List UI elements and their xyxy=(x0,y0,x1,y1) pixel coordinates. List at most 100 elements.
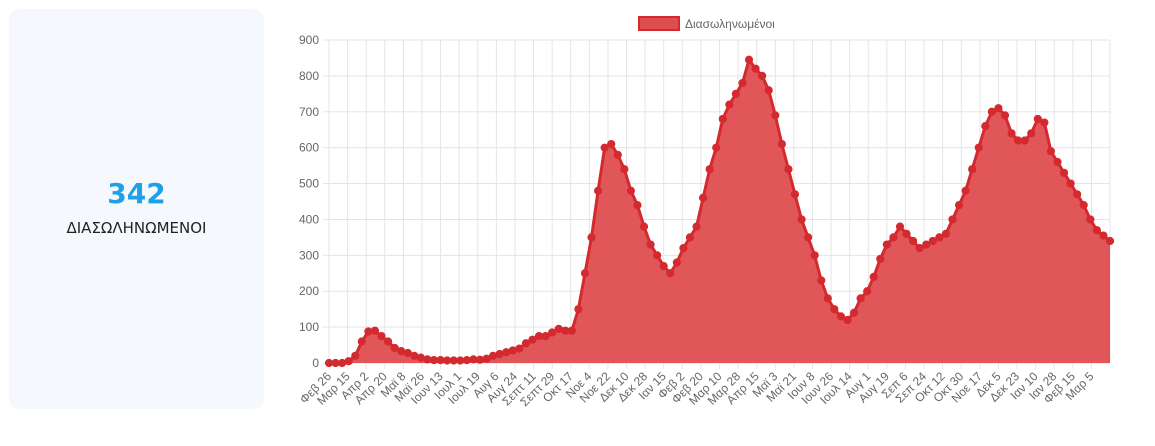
y-tick-label: 0 xyxy=(312,356,319,370)
data-point xyxy=(541,331,550,341)
data-point xyxy=(941,229,951,238)
data-point xyxy=(639,222,649,231)
data-point xyxy=(758,71,767,80)
data-point xyxy=(1007,129,1016,138)
y-tick-label: 400 xyxy=(299,212,319,226)
data-point xyxy=(554,324,563,334)
data-point xyxy=(738,78,747,88)
data-point xyxy=(666,269,675,278)
data-point xyxy=(567,326,576,335)
data-point xyxy=(633,200,642,210)
data-point xyxy=(357,337,366,346)
data-point xyxy=(679,244,688,253)
y-tick-label: 600 xyxy=(299,141,319,155)
data-point xyxy=(961,186,970,195)
data-point xyxy=(1099,231,1108,240)
data-point xyxy=(836,312,846,321)
y-tick-label: 300 xyxy=(299,248,319,262)
y-tick-label: 800 xyxy=(299,69,319,83)
data-point xyxy=(882,240,891,249)
data-point xyxy=(521,339,530,348)
data-point xyxy=(823,294,832,303)
data-point xyxy=(928,236,937,246)
data-point xyxy=(383,337,393,346)
data-point xyxy=(495,349,504,359)
data-point xyxy=(968,165,977,174)
data-point xyxy=(613,150,622,159)
data-point xyxy=(935,233,944,242)
data-point xyxy=(1092,226,1101,235)
data-point xyxy=(817,276,826,285)
data-point xyxy=(1073,190,1082,199)
data-point xyxy=(528,335,537,344)
data-point xyxy=(902,229,911,238)
data-point xyxy=(856,294,865,303)
data-point xyxy=(646,240,655,249)
data-point xyxy=(725,100,734,109)
legend-swatch xyxy=(638,16,680,31)
data-point xyxy=(502,348,511,357)
y-tick-label: 200 xyxy=(299,284,319,298)
data-point xyxy=(626,186,635,195)
data-point xyxy=(1000,111,1010,120)
data-point xyxy=(508,346,517,355)
data-point xyxy=(981,122,990,131)
data-point xyxy=(790,190,800,199)
data-point xyxy=(620,165,629,174)
data-point xyxy=(338,358,347,368)
data-point xyxy=(403,348,412,358)
data-point xyxy=(1066,179,1075,188)
data-point xyxy=(744,55,754,64)
data-point xyxy=(731,89,741,98)
data-point xyxy=(593,186,603,195)
data-point xyxy=(909,236,918,246)
intubated-chart: Διασωληνωμένοι 0 100 200 300 400 500 600 700 800… xyxy=(297,16,1115,409)
data-point xyxy=(1105,236,1115,246)
data-point xyxy=(830,305,839,314)
data-point xyxy=(974,143,983,152)
data-point xyxy=(843,315,852,325)
data-point xyxy=(705,165,714,174)
data-point xyxy=(351,351,360,360)
data-point xyxy=(764,86,773,95)
data-point xyxy=(804,233,813,242)
data-point xyxy=(580,269,590,278)
data-point xyxy=(659,262,668,271)
intubated-stat-card: 342 ΔΙΑΣΩΛΗΝΩΜΕΝΟΙ xyxy=(9,9,264,409)
data-point xyxy=(948,215,957,224)
data-point xyxy=(876,254,885,264)
data-point xyxy=(1027,129,1036,138)
data-point xyxy=(954,200,964,210)
intubated-count: 342 xyxy=(107,177,166,210)
data-point xyxy=(548,328,557,337)
data-point xyxy=(889,233,898,242)
data-point xyxy=(364,327,373,336)
data-point xyxy=(397,347,406,356)
data-point xyxy=(895,222,905,231)
data-point xyxy=(482,354,491,363)
data-point xyxy=(698,193,708,203)
data-point xyxy=(863,287,872,296)
data-point xyxy=(587,233,596,242)
data-point xyxy=(1079,200,1088,210)
legend[interactable]: Διασωληνωμένοι xyxy=(638,16,775,31)
y-tick-label: 500 xyxy=(299,177,319,191)
data-point xyxy=(718,114,727,124)
data-point xyxy=(607,139,616,149)
data-point xyxy=(685,233,695,242)
data-point xyxy=(1086,215,1095,224)
y-tick-label: 900 xyxy=(299,33,319,47)
data-point xyxy=(462,356,471,365)
series-area-fill xyxy=(329,59,1110,364)
data-point xyxy=(600,143,609,152)
intubated-label: ΔΙΑΣΩΛΗΝΩΜΕΝΟΙ xyxy=(66,219,207,237)
data-point xyxy=(849,308,859,317)
data-point xyxy=(1020,136,1029,145)
data-point xyxy=(1059,168,1069,177)
y-tick-label: 100 xyxy=(299,320,319,334)
data-point xyxy=(672,258,681,267)
data-point xyxy=(771,111,780,120)
data-point xyxy=(377,331,386,341)
data-point xyxy=(515,344,524,353)
